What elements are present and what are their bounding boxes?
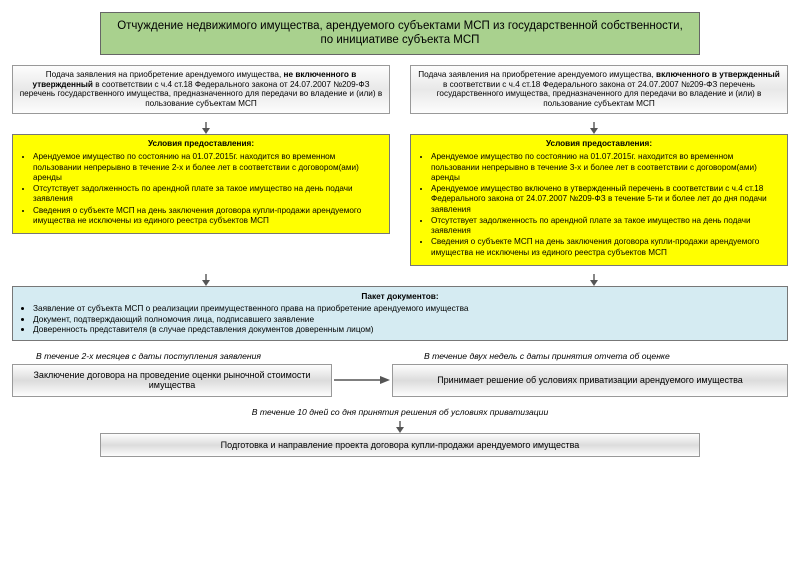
list-item: Арендуемое имущество по состоянию на 01.… [431, 152, 781, 183]
list-item: Арендуемое имущество включено в утвержде… [431, 184, 781, 215]
conditions-header-right: Условия предоставления: [417, 139, 781, 149]
arrows-cond-to-pkg [12, 274, 788, 286]
conditions-box-left: Условия предоставления: Арендуемое имуще… [12, 134, 390, 234]
list-item: Арендуемое имущество по состоянию на 01.… [33, 152, 383, 183]
arrow-decision-to-final [393, 421, 407, 433]
list-item: Отсутствует задолженность по арендной пл… [431, 216, 781, 237]
arrows-app-to-cond [12, 122, 788, 134]
diagram-title: Отчуждение недвижимого имущества, аренду… [100, 12, 700, 55]
list-item: Доверенность представителя (в случае пре… [33, 324, 781, 334]
conditions-header-left: Условия предоставления: [19, 139, 383, 149]
step-box-evaluation: Заключение договора на проведение оценки… [12, 364, 332, 398]
step-box-decision: Принимает решение об условиях приватизац… [392, 364, 788, 398]
timing-note-left: В течение 2-х месяцев с даты поступления… [12, 351, 400, 361]
timing-note-right: В течение двух недель с даты принятия от… [400, 351, 788, 361]
list-item: Сведения о субъекте МСП на день заключен… [33, 206, 383, 227]
package-box: Пакет документов: Заявление от субъекта … [12, 286, 788, 341]
arrow-eval-to-decision [332, 364, 392, 398]
list-item: Сведения о субъекте МСП на день заключен… [431, 237, 781, 258]
conditions-list-left: Арендуемое имущество по состоянию на 01.… [19, 152, 383, 226]
list-item: Отсутствует задолженность по арендной пл… [33, 184, 383, 205]
conditions-row: Условия предоставления: Арендуемое имуще… [12, 134, 788, 266]
list-item: Документ, подтверждающий полномочия лица… [33, 314, 781, 324]
application-box-right: Подача заявления на приобретение арендуе… [410, 65, 788, 114]
conditions-list-right: Арендуемое имущество по состоянию на 01.… [417, 152, 781, 258]
list-item: Заявление от субъекта МСП о реализации п… [33, 303, 781, 313]
step-box-final: Подготовка и направление проекта договор… [100, 433, 700, 457]
timing-note-center: В течение 10 дней со дня принятия решени… [12, 407, 788, 417]
conditions-box-right: Условия предоставления: Арендуемое имуще… [410, 134, 788, 266]
package-list: Заявление от субъекта МСП о реализации п… [19, 303, 781, 334]
evaluation-step-row: Заключение договора на проведение оценки… [12, 364, 788, 398]
applications-row: Подача заявления на приобретение арендуе… [12, 65, 788, 114]
application-box-left: Подача заявления на приобретение арендуе… [12, 65, 390, 114]
package-header: Пакет документов: [19, 291, 781, 301]
timing-notes-row: В течение 2-х месяцев с даты поступления… [12, 351, 788, 361]
